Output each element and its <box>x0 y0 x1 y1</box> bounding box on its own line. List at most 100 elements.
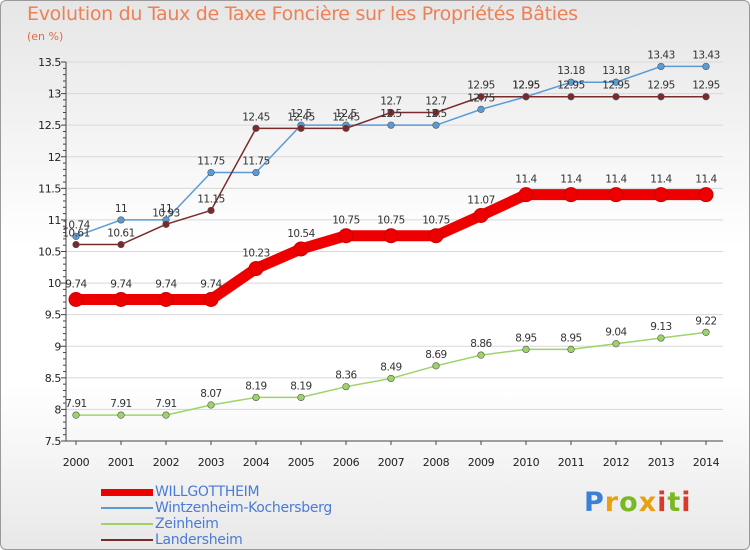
data-point <box>297 124 305 132</box>
y-axis-unit: (en %) <box>27 30 64 43</box>
data-point <box>203 292 219 308</box>
data-point <box>117 216 125 224</box>
y-tick-label: 11 <box>48 214 61 227</box>
data-point <box>117 411 125 419</box>
x-tick-label: 2003 <box>198 456 225 469</box>
data-point <box>342 383 350 391</box>
data-point <box>342 124 350 132</box>
data-point <box>72 232 80 240</box>
data-point <box>252 124 260 132</box>
y-tick-label: 12 <box>48 151 61 164</box>
data-point <box>477 105 485 113</box>
data-label: 11.4 <box>560 174 582 186</box>
data-label: 10.75 <box>332 215 360 227</box>
data-point <box>68 292 84 308</box>
data-label: 11 <box>115 203 127 215</box>
data-point <box>162 411 170 419</box>
data-label: 12.5 <box>335 108 356 120</box>
data-label: 11.15 <box>197 193 225 205</box>
data-label: 11.07 <box>467 194 495 206</box>
x-tick-label: 2001 <box>108 456 134 469</box>
data-point <box>207 401 215 409</box>
x-tick-label: 2002 <box>153 456 179 469</box>
data-point <box>702 328 710 336</box>
data-point <box>252 168 260 177</box>
data-label: 8.36 <box>335 370 357 382</box>
data-point <box>473 207 489 223</box>
data-point <box>612 93 620 101</box>
y-tick-label: 10.5 <box>38 246 61 259</box>
data-label: 12.95 <box>512 80 540 92</box>
data-point <box>477 351 485 359</box>
data-point <box>252 393 260 402</box>
data-point <box>428 228 444 244</box>
data-label: 12.45 <box>332 111 360 123</box>
data-point <box>702 62 710 71</box>
data-label: 10.74 <box>62 219 90 231</box>
data-label: 8.19 <box>290 380 311 392</box>
data-label: 12.75 <box>467 92 495 104</box>
data-label: 10.54 <box>287 228 315 240</box>
data-point <box>72 240 80 249</box>
x-tick-label: 2013 <box>648 456 675 469</box>
data-point <box>522 345 530 354</box>
y-tick-label: 7.5 <box>45 435 62 448</box>
data-point <box>297 393 305 402</box>
data-point <box>207 168 215 177</box>
data-label: 12.95 <box>602 80 630 92</box>
data-label: 13.43 <box>692 49 720 61</box>
data-point <box>387 121 395 129</box>
data-point <box>657 334 665 342</box>
x-tick-label: 2007 <box>378 456 405 469</box>
data-point <box>702 93 710 101</box>
data-point <box>387 374 395 383</box>
data-label: 12.5 <box>290 108 311 120</box>
x-tick-label: 2009 <box>468 456 495 469</box>
data-label: 8.07 <box>200 388 221 400</box>
data-point <box>293 241 309 257</box>
data-point <box>117 240 125 249</box>
data-point <box>158 292 174 308</box>
data-label: 7.91 <box>110 398 131 410</box>
data-point <box>653 187 669 203</box>
x-tick-label: 2008 <box>423 456 450 469</box>
data-point <box>72 411 80 419</box>
data-label: 12.95 <box>557 80 585 92</box>
data-label: 9.74 <box>110 279 132 291</box>
y-tick-label: 13.5 <box>38 56 61 69</box>
x-tick-label: 2004 <box>243 456 270 469</box>
data-label: 10.61 <box>62 228 90 240</box>
data-point <box>207 206 215 215</box>
data-label: 12.95 <box>647 80 675 92</box>
data-label: 12.45 <box>287 111 315 123</box>
data-point <box>383 228 399 244</box>
data-point <box>477 93 485 101</box>
legend-swatch <box>101 507 153 509</box>
data-label: 7.91 <box>155 398 176 410</box>
legend-label: Wintzenheim-Kochersberg <box>155 500 332 516</box>
data-label: 11.75 <box>242 156 270 168</box>
data-label: 12.5 <box>380 108 401 120</box>
proxiti-logo: Proxiti <box>584 487 692 518</box>
data-point <box>563 187 579 203</box>
data-label: 8.86 <box>470 338 492 350</box>
data-point <box>698 187 714 203</box>
data-label: 12.95 <box>467 80 495 92</box>
data-label: 8.19 <box>245 380 266 392</box>
x-tick-label: 2012 <box>603 456 629 469</box>
data-label: 10.61 <box>107 228 135 240</box>
data-point <box>608 187 624 203</box>
data-label: 9.74 <box>200 279 222 291</box>
data-point <box>162 220 170 228</box>
line-chart: 7.5 8 8.5 9 9.5 10 10.5 11 11.5 12 12.5 13 13.5 2000 2… <box>38 49 723 469</box>
data-label: 9.74 <box>65 279 87 291</box>
data-label: 8.69 <box>425 349 446 361</box>
data-label: 8.49 <box>380 361 401 373</box>
x-tick-label: 2011 <box>558 456 584 469</box>
data-label: 11 <box>160 203 172 215</box>
data-label: 11.4 <box>650 174 672 186</box>
data-point <box>567 78 575 86</box>
data-point <box>657 62 665 71</box>
data-point <box>522 93 530 101</box>
data-point <box>432 108 440 117</box>
